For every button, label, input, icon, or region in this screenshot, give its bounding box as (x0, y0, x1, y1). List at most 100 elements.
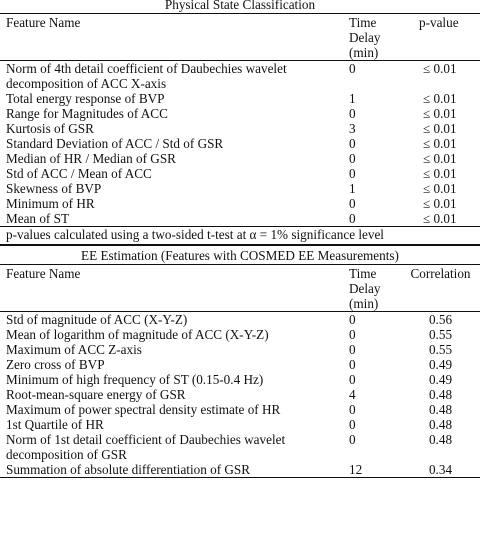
table-row: Root-mean-square energy of GSR 4 0.48 (0, 387, 480, 402)
correlation-cell: 0.56 (428, 312, 453, 327)
p-value-cell: ≤ 0.01 (423, 196, 457, 211)
feature-name-cell: Mean of logarithm of magnitude of ACC (X… (6, 327, 269, 342)
correlation-cell: 0.48 (428, 417, 453, 432)
table-row: Median of HR / Median of GSR 0 ≤ 0.01 (0, 151, 480, 166)
correlation-cell: 0.48 (428, 387, 453, 402)
time-delay-cell: 4 (349, 387, 356, 402)
feature-name-cell: Kurtosis of GSR (6, 121, 94, 136)
table-row: Std of magnitude of ACC (X-Y-Z) 0 0.56 (0, 312, 480, 327)
p-value-header: p-value (419, 15, 459, 30)
table-row: Summation of absolute differentiation of… (0, 462, 480, 477)
p-value-cell: ≤ 0.01 (423, 151, 457, 166)
correlation-cell: 0.48 (428, 432, 453, 447)
footnote: p-values calculated using a two-sided t-… (6, 227, 384, 242)
p-value-cell: ≤ 0.01 (423, 211, 457, 226)
table-row: Minimum of high frequency of ST (0.15-0.… (0, 372, 480, 387)
time-delay-cell: 0 (349, 312, 356, 327)
feature-name-cell: Maximum of ACC Z-axis (6, 342, 142, 357)
table-row: Mean of ST 0 ≤ 0.01 (0, 211, 480, 226)
table-row: Kurtosis of GSR 3 ≤ 0.01 (0, 121, 480, 136)
time-delay-cell: 0 (349, 417, 356, 432)
feature-name-cell: Median of HR / Median of GSR (6, 151, 176, 166)
feature-name-cell: Range for Magnitudes of ACC (6, 106, 168, 121)
time-delay-cell: 1 (349, 181, 356, 196)
rule (0, 13, 480, 14)
time-delay-cell: 0 (349, 342, 356, 357)
time-delay-cell: 0 (349, 106, 356, 121)
section-title: EE Estimation (Features with COSMED EE M… (81, 248, 399, 263)
table-row: Std of ACC / Mean of ACC 0 ≤ 0.01 (0, 166, 480, 181)
feature-name-cell: Minimum of HR (6, 196, 95, 211)
section-title: Physical State Classification (164, 0, 316, 12)
feature-name-cell: Skewness of BVP (6, 181, 102, 196)
table-row: Minimum of HR 0 ≤ 0.01 (0, 196, 480, 211)
feature-name-cell: Norm of 1st detail coefficient of Daubec… (6, 432, 286, 462)
time-delay-cell: 0 (349, 211, 356, 226)
correlation-cell: 0.34 (428, 462, 453, 477)
p-value-cell: ≤ 0.01 (423, 166, 457, 181)
table-row: Maximum of ACC Z-axis 0 0.55 (0, 342, 480, 357)
correlation-cell: 0.49 (428, 372, 453, 387)
p-value-cell: ≤ 0.01 (423, 181, 457, 196)
correlation-cell: 0.49 (428, 357, 453, 372)
rule (0, 311, 480, 312)
table-header: Feature Name Time Delay (min) p-value (0, 14, 480, 60)
table-row: Norm of 1st detail coefficient of Daubec… (0, 432, 480, 462)
feature-name-header: Feature Name (6, 15, 81, 30)
time-delay-header: Time Delay (min) (349, 266, 405, 311)
table-row: Mean of logarithm of magnitude of ACC (X… (0, 327, 480, 342)
feature-name-cell: Summation of absolute differentiation of… (6, 462, 251, 477)
rule (0, 60, 480, 61)
correlation-cell: 0.55 (428, 342, 453, 357)
feature-name-cell: Std of ACC / Mean of ACC (6, 166, 152, 181)
p-value-cell: ≤ 0.01 (423, 91, 457, 106)
correlation-cell: 0.55 (428, 327, 453, 342)
feature-name-cell: 1st Quartile of HR (6, 417, 104, 432)
feature-name-cell: Std of magnitude of ACC (X-Y-Z) (6, 312, 188, 327)
rule (0, 244, 480, 246)
time-delay-cell: 0 (349, 402, 356, 417)
time-delay-cell: 3 (349, 121, 356, 136)
feature-name-header: Feature Name (6, 266, 81, 281)
time-delay-header-line: (min) (349, 296, 379, 311)
table-row: Total energy response of BVP 1 ≤ 0.01 (0, 91, 480, 106)
table-row: Maximum of power spectral density estima… (0, 402, 480, 417)
p-value-cell: ≤ 0.01 (423, 61, 457, 76)
physical-state-section: Physical State Classification Feature Na… (0, 0, 480, 246)
time-delay-cell: 0 (349, 61, 356, 76)
table-header: Feature Name Time Delay (min) Correlatio… (0, 265, 480, 311)
feature-name-cell: Root-mean-square energy of GSR (6, 387, 186, 402)
time-delay-cell: 0 (349, 372, 356, 387)
table-body: Norm of 4th detail coefficient of Daubec… (0, 61, 480, 226)
table-row: Standard Deviation of ACC / Std of GSR 0… (0, 136, 480, 151)
time-delay-cell: 0 (349, 357, 356, 372)
time-delay-cell: 1 (349, 91, 356, 106)
time-delay-header-line: (min) (349, 45, 379, 60)
feature-name-cell: Mean of ST (6, 211, 69, 226)
rule (0, 477, 480, 478)
time-delay-cell: 0 (349, 151, 356, 166)
feature-name-cell: Minimum of high frequency of ST (0.15-0.… (6, 372, 264, 387)
time-delay-header-line: Time (349, 266, 377, 281)
table-row: Norm of 4th detail coefficient of Daubec… (0, 61, 480, 91)
p-value-cell: ≤ 0.01 (423, 136, 457, 151)
time-delay-cell: 0 (349, 196, 356, 211)
rule (0, 264, 480, 265)
time-delay-cell: 0 (349, 432, 356, 447)
time-delay-cell: 0 (349, 327, 356, 342)
correlation-header: Correlation (410, 266, 471, 281)
p-value-cell: ≤ 0.01 (423, 121, 457, 136)
feature-name-cell: Maximum of power spectral density estima… (6, 402, 281, 417)
table-row: Zero cross of BVP 0 0.49 (0, 357, 480, 372)
table-body: Std of magnitude of ACC (X-Y-Z) 0 0.56 M… (0, 312, 480, 477)
table-row: Range for Magnitudes of ACC 0 ≤ 0.01 (0, 106, 480, 121)
time-delay-header: Time Delay (min) (349, 15, 405, 60)
time-delay-header-line: Delay (349, 281, 381, 296)
rule (0, 226, 480, 227)
time-delay-cell: 0 (349, 166, 356, 181)
time-delay-header-line: Delay (349, 30, 381, 45)
time-delay-header-line: Time (349, 15, 377, 30)
ee-estimation-section: EE Estimation (Features with COSMED EE M… (0, 249, 480, 478)
feature-name-cell: Total energy response of BVP (6, 91, 165, 106)
